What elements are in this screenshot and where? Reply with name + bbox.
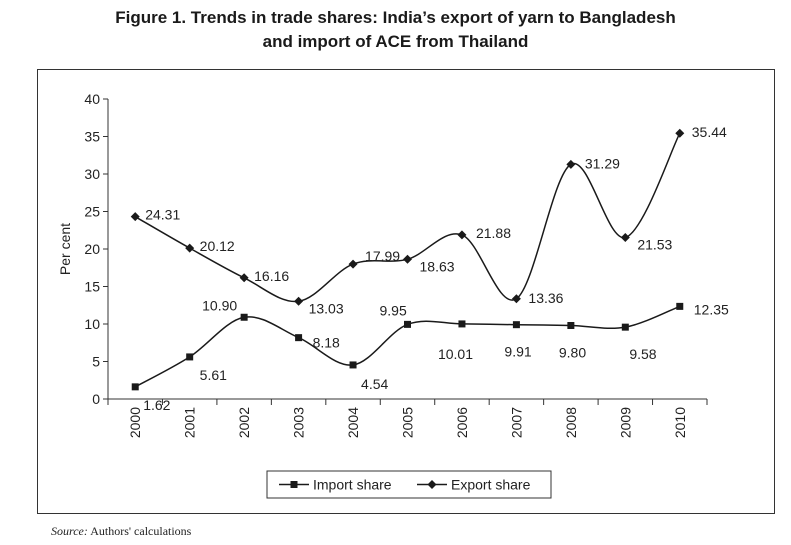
export-share-data-label: 13.03: [309, 300, 344, 316]
legend-export-share-label: Export share: [451, 477, 531, 493]
x-tick-label: 2005: [400, 407, 416, 438]
legend-import-share-marker: [290, 481, 298, 488]
x-tick-label: 2008: [563, 407, 579, 438]
y-tick-label: 0: [92, 391, 100, 407]
x-tick-label: 2009: [617, 407, 633, 438]
y-tick-label: 35: [84, 129, 100, 145]
y-axis-title: Per cent: [57, 223, 73, 275]
import-share-data-label: 10.01: [438, 346, 473, 362]
import-share-point: [458, 320, 466, 328]
source-note: Source: Authors' calculations: [51, 524, 191, 539]
export-share-point: [348, 259, 358, 269]
import-share-point: [512, 321, 520, 329]
source-text: Authors' calculations: [87, 524, 192, 538]
x-tick-label: 2002: [236, 407, 252, 438]
export-share-data-label: 18.63: [420, 258, 455, 274]
import-share-data-label: 5.61: [200, 367, 227, 383]
export-share-point: [675, 128, 685, 138]
x-tick-label: 2007: [508, 407, 524, 438]
chart-title: Figure 1. Trends in trade shares: India’…: [0, 6, 791, 54]
export-share-data-label: 21.88: [476, 225, 511, 241]
export-share-point: [185, 243, 195, 253]
x-tick-label: 2004: [345, 407, 361, 438]
export-share-point: [403, 254, 412, 264]
y-tick-label: 40: [84, 91, 100, 107]
chart-title-line-2: and import of ACE from Thailand: [262, 32, 529, 51]
import-share-data-label: 4.54: [361, 376, 388, 392]
import-share-point: [404, 320, 411, 328]
export-share-data-label: 20.12: [200, 238, 235, 254]
import-share-point: [621, 323, 629, 331]
x-tick-label: 2003: [291, 407, 307, 438]
x-tick-label: 2006: [454, 407, 470, 438]
import-share-data-label: 12.35: [694, 301, 729, 317]
y-tick-label: 5: [92, 354, 100, 370]
x-tick-label: 2000: [127, 407, 143, 438]
x-tick-label: 2001: [182, 407, 198, 438]
x-tick-label: 2010: [672, 407, 688, 438]
chart-frame: [37, 69, 775, 514]
export-share-point: [566, 159, 576, 169]
y-tick-label: 20: [84, 241, 100, 257]
import-share-point: [131, 383, 139, 391]
import-share-data-label: 9.58: [629, 346, 656, 362]
import-share-point: [349, 361, 357, 369]
legend-export-share-marker: [427, 480, 437, 489]
export-share-data-label: 13.36: [528, 290, 563, 306]
legend-import-share-label: Import share: [313, 477, 392, 493]
export-share-data-label: 35.44: [692, 124, 727, 140]
import-share-point: [676, 302, 684, 310]
y-tick-label: 10: [84, 316, 100, 332]
export-share-data-label: 21.53: [637, 237, 672, 253]
import-share-data-label: 9.95: [380, 302, 407, 318]
export-share-point: [511, 294, 521, 304]
import-share-data-label: 1.62: [143, 397, 170, 413]
export-share-point: [239, 273, 249, 283]
export-share-data-label: 16.16: [254, 268, 289, 284]
y-tick-label: 15: [84, 279, 100, 295]
y-tick-label: 30: [84, 166, 100, 182]
import-share-data-label: 10.90: [202, 297, 237, 313]
import-share-point: [295, 334, 303, 342]
legend-box: [266, 470, 552, 499]
export-share-point: [294, 296, 304, 306]
export-share-data-label: 24.31: [145, 207, 180, 223]
chart-title-line-1: Figure 1. Trends in trade shares: India’…: [115, 8, 676, 27]
import-share-data-label: 9.91: [504, 344, 531, 360]
source-label: Source:: [51, 524, 88, 538]
import-share-point: [186, 353, 194, 361]
import-share-point: [240, 313, 248, 321]
import-share-point: [567, 322, 575, 329]
export-share-data-label: 31.29: [585, 155, 620, 171]
export-share-data-label: 17.99: [365, 248, 400, 264]
import-share-data-label: 8.18: [313, 335, 340, 351]
import-share-data-label: 9.80: [559, 345, 586, 361]
export-share-point: [457, 230, 467, 240]
export-share-point: [620, 233, 630, 243]
export-share-point: [130, 212, 140, 222]
y-tick-label: 25: [84, 204, 100, 220]
